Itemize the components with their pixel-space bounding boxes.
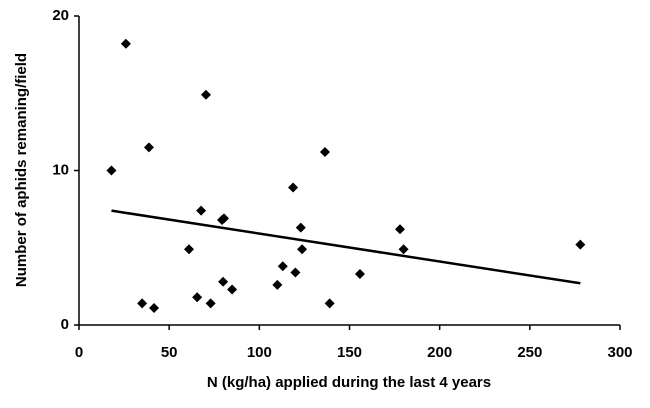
x-tick-label: 300 — [607, 344, 632, 361]
x-tick-label: 0 — [75, 344, 83, 361]
x-tick-label: 150 — [337, 344, 362, 361]
y-tick-label: 10 — [52, 161, 69, 178]
point — [398, 244, 409, 255]
x-tick-label: 250 — [517, 344, 542, 361]
point — [192, 292, 203, 303]
x-axis-label: N (kg/ha) applied during the last 4 year… — [207, 374, 491, 391]
point — [149, 303, 160, 314]
point — [200, 89, 211, 100]
point — [354, 269, 365, 280]
point — [184, 244, 195, 255]
point — [217, 214, 228, 225]
point — [295, 222, 306, 233]
point — [288, 182, 299, 193]
point — [297, 244, 308, 255]
point — [205, 298, 216, 309]
point — [143, 142, 154, 153]
point — [120, 38, 131, 49]
point — [106, 165, 117, 176]
y-tick-label: 20 — [52, 7, 69, 24]
y-axis-label: Number of aphids remaning/field — [13, 53, 30, 287]
x-tick-label: 100 — [247, 344, 272, 361]
x-tick-label: 200 — [427, 344, 452, 361]
y-tick-label: 0 — [61, 316, 69, 333]
point — [277, 261, 288, 272]
point — [394, 224, 405, 235]
point — [324, 298, 335, 309]
x-tick-label: 50 — [161, 344, 178, 361]
point — [196, 205, 207, 216]
trend-line — [111, 209, 581, 285]
point — [218, 276, 229, 287]
point — [319, 146, 330, 157]
point — [290, 267, 301, 278]
point — [137, 298, 148, 309]
point — [272, 279, 283, 290]
point — [227, 284, 238, 295]
point — [575, 239, 586, 250]
